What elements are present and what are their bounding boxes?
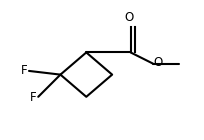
Text: F: F — [30, 91, 36, 104]
Text: F: F — [21, 64, 27, 76]
Text: O: O — [124, 11, 133, 24]
Text: O: O — [154, 56, 163, 69]
